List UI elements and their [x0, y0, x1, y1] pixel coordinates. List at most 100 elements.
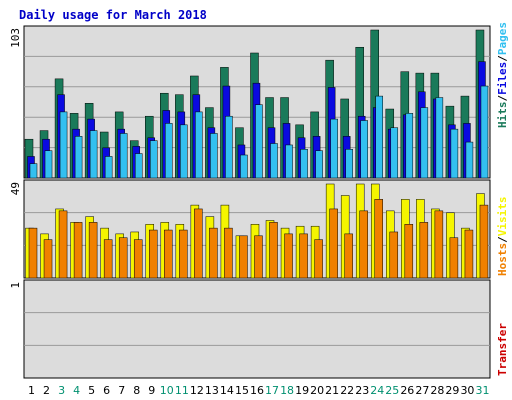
x-tick-label: 30 — [460, 384, 474, 397]
legend-separator: / — [496, 236, 509, 243]
panel-transfer: 1 — [9, 279, 491, 379]
bar-pages-day-19 — [300, 149, 308, 179]
bar-hosts-day-22 — [344, 233, 353, 279]
bar-hosts-day-23 — [359, 210, 368, 279]
bar-pages-day-27 — [420, 107, 429, 179]
y-max-label: 1 — [9, 282, 22, 289]
bar-hosts-day-6 — [103, 239, 113, 279]
bar-hosts-day-29 — [449, 237, 459, 279]
legend-transfer: Transfer — [496, 323, 509, 376]
bar-hosts-day-11 — [179, 229, 188, 279]
bar-pages-day-14 — [225, 115, 233, 179]
x-tick-label: 24 — [370, 384, 384, 397]
x-tick-label: 5 — [88, 384, 95, 397]
x-tick-label: 12 — [190, 384, 204, 397]
bar-pages-day-9 — [150, 140, 158, 179]
x-tick-label: 4 — [73, 384, 80, 397]
x-tick-label: 1 — [28, 384, 35, 397]
bar-pages-day-4 — [74, 136, 83, 179]
bar-hosts-day-3 — [58, 210, 68, 279]
bar-hosts-day-12 — [194, 208, 203, 279]
x-tick-label: 2 — [43, 384, 50, 397]
bar-pages-day-22 — [345, 149, 353, 179]
bar-hosts-day-15 — [239, 235, 248, 279]
bar-pages-day-18 — [285, 144, 293, 179]
x-tick-label: 11 — [175, 384, 189, 397]
bar-hosts-day-27 — [419, 222, 429, 279]
panel-hosts_visits: 49 — [9, 179, 491, 279]
bar-pages-day-28 — [435, 97, 444, 179]
bar-pages-day-29 — [450, 128, 459, 179]
bar-hosts-day-26 — [404, 224, 414, 279]
bar-pages-day-16 — [255, 104, 263, 179]
x-tick-label: 21 — [325, 384, 339, 397]
x-tick-label: 3 — [58, 384, 65, 397]
bar-hosts-day-19 — [299, 233, 308, 279]
legend-hosts: Hosts — [496, 243, 509, 276]
x-tick-label: 15 — [235, 384, 249, 397]
bar-hosts-day-24 — [374, 199, 383, 279]
bar-pages-day-11 — [180, 124, 188, 179]
x-tick-label: 13 — [205, 384, 219, 397]
x-tick-label: 17 — [265, 384, 279, 397]
bar-hosts-day-4 — [73, 222, 83, 279]
x-tick-label: 6 — [103, 384, 110, 397]
legend-separator: / — [496, 95, 509, 102]
bar-hosts-day-17 — [269, 222, 278, 279]
bar-hosts-day-10 — [164, 229, 173, 279]
y-max-label: 49 — [9, 182, 22, 195]
bar-pages-day-17 — [270, 143, 278, 179]
bar-pages-day-8 — [134, 153, 143, 179]
x-tick-label: 9 — [148, 384, 155, 397]
bar-hosts-day-8 — [133, 239, 143, 279]
legend-visits: Visits — [496, 197, 509, 237]
bar-hosts-day-18 — [284, 233, 293, 279]
bar-hosts-day-28 — [434, 210, 444, 279]
side-legend: Transfer — [496, 323, 509, 376]
bar-pages-day-24 — [375, 95, 383, 179]
bar-pages-day-5 — [89, 130, 98, 179]
bar-pages-day-13 — [210, 133, 218, 179]
bar-hosts-day-16 — [254, 235, 263, 279]
x-tick-label: 31 — [475, 384, 489, 397]
bar-pages-day-10 — [165, 123, 173, 179]
x-axis-day-labels: 1 2 3 4 5 6 7 8 9 10 11 12 13 14 15 16 17 18 19 20 21 22 23 24 2… — [28, 384, 489, 397]
bar-pages-day-6 — [104, 156, 113, 179]
panel-hits_files_pages: 103 — [9, 25, 491, 179]
chart-panels: 103 49 1 — [9, 25, 491, 379]
x-tick-label: 22 — [340, 384, 354, 397]
x-tick-label: 18 — [280, 384, 294, 397]
x-tick-label: 14 — [220, 384, 234, 397]
bar-pages-day-12 — [195, 111, 203, 179]
bar-hosts-day-13 — [209, 227, 218, 279]
legend-pages: Pages — [496, 22, 509, 55]
bar-hosts-day-21 — [329, 208, 338, 279]
x-tick-label: 23 — [355, 384, 369, 397]
y-max-label: 103 — [9, 28, 22, 48]
bar-pages-day-20 — [315, 150, 323, 179]
x-tick-label: 26 — [400, 384, 414, 397]
bar-hosts-day-20 — [314, 239, 323, 279]
legend-hits: Hits — [496, 102, 509, 129]
x-tick-label: 25 — [385, 384, 399, 397]
x-tick-label: 7 — [118, 384, 125, 397]
x-tick-label: 27 — [415, 384, 429, 397]
side-legend: Hosts/Visits — [496, 197, 509, 277]
panel-frame — [23, 279, 491, 379]
bar-pages-day-26 — [405, 113, 414, 179]
bar-hosts-day-31 — [479, 204, 489, 279]
bar-hosts-day-25 — [389, 231, 399, 279]
bar-hosts-day-7 — [118, 237, 128, 279]
bar-pages-day-30 — [465, 141, 474, 179]
x-tick-label: 28 — [430, 384, 444, 397]
bar-hosts-day-2 — [43, 239, 53, 279]
bar-pages-day-15 — [240, 154, 248, 179]
x-tick-label: 29 — [445, 384, 459, 397]
bar-pages-day-31 — [480, 85, 489, 179]
chart-title: Daily usage for March 2018 — [19, 8, 207, 22]
legend-separator: / — [496, 55, 509, 62]
bar-pages-day-23 — [360, 120, 368, 179]
bar-pages-day-25 — [390, 127, 399, 179]
bar-hosts-day-5 — [88, 222, 98, 279]
